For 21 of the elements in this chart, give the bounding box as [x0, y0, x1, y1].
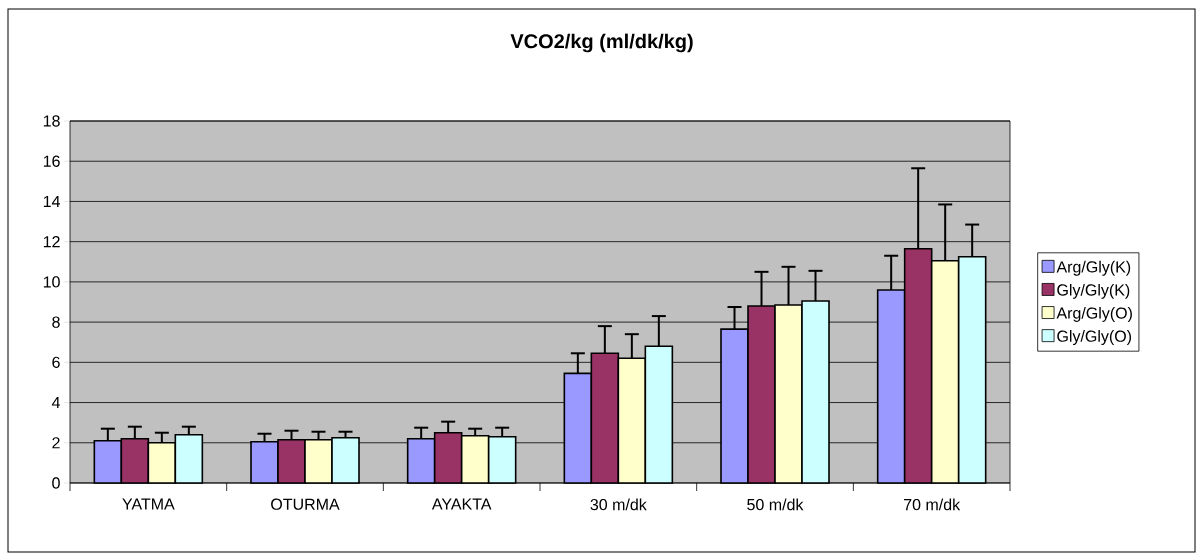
legend-label: Gly/Gly(K) [1057, 283, 1130, 299]
x-tick-label: 30 m/dk [590, 498, 647, 511]
y-tick-label: 10 [43, 276, 60, 288]
legend-label: Gly/Gly(O) [1057, 330, 1132, 346]
x-tick-label: 70 m/dk [904, 498, 961, 511]
x-tick-label: 50 m/dk [747, 498, 804, 511]
y-tick-label: 2 [52, 437, 60, 449]
y-tick-label: 12 [43, 236, 60, 248]
y-tick-label: 14 [43, 195, 60, 207]
y-tick-label: 4 [51, 397, 60, 409]
y-tick-label: 6 [52, 356, 60, 368]
chart-title: VCO2/kg (ml/dk/kg) [510, 33, 693, 53]
x-tick-label: AYAKTA [431, 498, 492, 510]
legend-label: Arg/Gly(O) [1056, 307, 1132, 322]
y-tick-label: 8 [52, 316, 60, 328]
x-tick-label: YATMA [122, 498, 175, 510]
x-tick-label: OTURMA [271, 498, 340, 510]
y-tick-label: 18 [43, 115, 60, 127]
y-tick-label: 16 [43, 155, 60, 167]
y-tick-label: 0 [52, 477, 60, 489]
legend-label: Arg/Gly(K) [1056, 260, 1131, 276]
